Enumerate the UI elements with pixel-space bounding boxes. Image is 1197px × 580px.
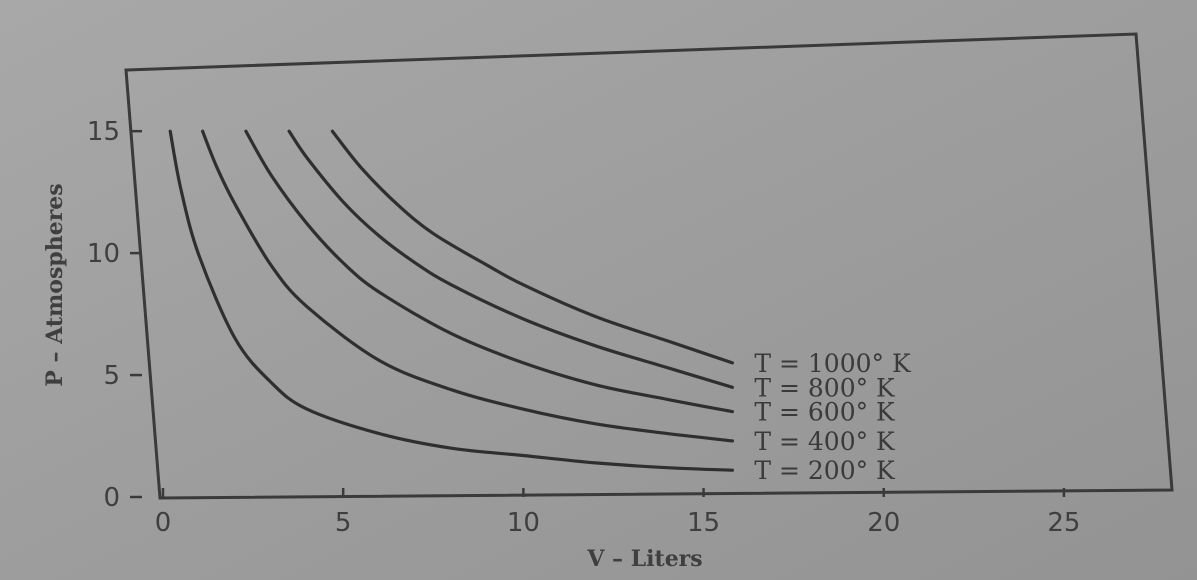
isotherm-label: T = 400° K xyxy=(754,427,896,456)
isotherm-curve xyxy=(244,129,734,414)
y-tick-label: 15 xyxy=(87,117,120,147)
x-tick-label: 10 xyxy=(507,508,540,538)
isotherm-label: T = 200° K xyxy=(754,456,896,485)
isotherm-curve xyxy=(168,129,734,472)
plot-frame xyxy=(124,32,1174,500)
isotherm-label: T = 1000° K xyxy=(754,349,912,378)
isotherm-curve xyxy=(330,129,734,365)
y-tick-label: 10 xyxy=(87,239,120,269)
isotherm-label: T = 800° K xyxy=(754,373,896,402)
isotherm-label: T = 600° K xyxy=(754,398,896,427)
x-tick-label: 20 xyxy=(867,508,900,538)
isotherm-curve xyxy=(287,129,734,389)
y-tick-label: 5 xyxy=(103,361,120,391)
y-axis-label: P – Atmospheres xyxy=(42,183,68,386)
x-tick-label: 15 xyxy=(687,508,720,538)
isotherm-curve xyxy=(201,129,734,443)
x-axis-label: V – Liters xyxy=(586,546,702,572)
y-tick-label: 0 xyxy=(103,483,120,513)
x-tick-label: 25 xyxy=(1047,508,1080,538)
x-tick-label: 5 xyxy=(335,508,352,538)
x-tick-label: 0 xyxy=(155,508,172,538)
